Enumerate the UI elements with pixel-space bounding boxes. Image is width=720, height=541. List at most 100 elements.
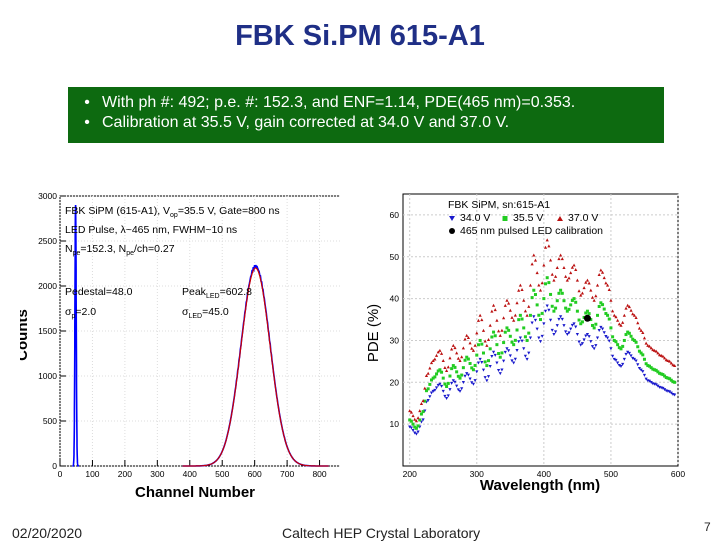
data-point [621,362,625,366]
data-point [453,380,457,384]
data-point [606,313,610,317]
data-point [508,334,512,338]
data-point [550,272,554,276]
data-point [649,346,653,350]
data-point [617,363,621,367]
x-axis-label: Wavelength (nm) [480,477,600,494]
data-point [639,368,643,372]
data-point [647,344,652,348]
data-point [434,386,439,390]
data-point [430,378,434,382]
data-point [669,361,673,365]
data-point [642,373,647,377]
data-point [470,381,474,385]
data-point [589,318,593,322]
data-point [445,384,449,388]
data-point [503,330,507,334]
data-point [629,334,633,338]
data-point [577,289,581,293]
x-tick-label: 600 [248,469,262,479]
data-point [411,422,415,426]
data-point [423,399,427,403]
data-point [463,358,467,362]
data-point [540,281,544,285]
legend-marker [502,216,508,221]
pde-chart: 10 20 30 40 50 60 200 300 400 500 600 PDE (%) Wave… [365,193,685,494]
data-point [590,345,595,349]
data-point [617,346,621,350]
data-point [545,304,549,308]
annotation-line-3: Npe=152.3, Npe/ch=0.27 [65,243,175,257]
data-point [488,365,492,369]
page-number: 7 [704,520,711,534]
data-point [490,335,494,339]
data-point [564,306,568,310]
data-point [480,342,484,346]
data-point [490,309,494,313]
data-point [669,378,673,382]
data-point [503,350,507,354]
data-point [460,355,464,359]
data-point [616,361,620,365]
data-point [570,323,574,327]
data-point [446,365,450,369]
data-point [658,371,662,375]
x-axis-label: Channel Number [135,484,255,500]
data-point [575,332,579,336]
data-point [416,424,420,428]
data-point [569,327,573,331]
data-point [664,376,668,380]
data-point [639,351,643,355]
data-point [654,383,658,387]
data-point [463,337,467,341]
data-point [408,425,412,429]
data-point [634,340,638,344]
data-point [498,333,502,337]
data-point [595,336,600,340]
data-point [475,370,479,374]
data-point [668,377,672,381]
legend-item: 465 nm pulsed LED calibration [449,225,603,237]
data-point [634,359,638,363]
data-point [433,375,437,379]
data-point [600,327,605,331]
data-point [496,329,501,333]
legend-label: 35.5 V [513,212,543,224]
data-point [621,344,625,348]
x-tick-label: 400 [537,469,551,479]
data-point [627,331,631,335]
data-point [525,338,529,342]
data-point [649,366,653,370]
data-point [414,432,419,436]
data-point [413,417,417,421]
data-point [577,318,581,322]
data-point [539,318,542,322]
data-point [590,323,594,327]
data-point [500,351,504,355]
data-point [577,340,581,344]
data-point [491,350,496,354]
data-point [619,347,623,351]
data-point [470,366,474,370]
data-point [560,291,564,295]
data-point [408,418,412,422]
data-point [535,303,539,307]
legend-label: 34.0 V [460,212,490,224]
data-point [619,365,623,369]
data-point [476,318,481,322]
data-point [515,301,519,305]
y-axis-label: PDE (%) [365,304,382,362]
data-point [537,336,541,340]
data-point [585,278,590,282]
data-point [555,324,559,328]
plot-frame [402,193,679,467]
data-point [471,348,476,352]
data-point [527,304,531,308]
data-point [580,320,584,324]
data-point [607,339,611,343]
data-point [553,330,558,334]
data-point [458,376,462,380]
data-point [411,429,415,433]
data-point [587,281,591,285]
data-point [614,358,618,362]
